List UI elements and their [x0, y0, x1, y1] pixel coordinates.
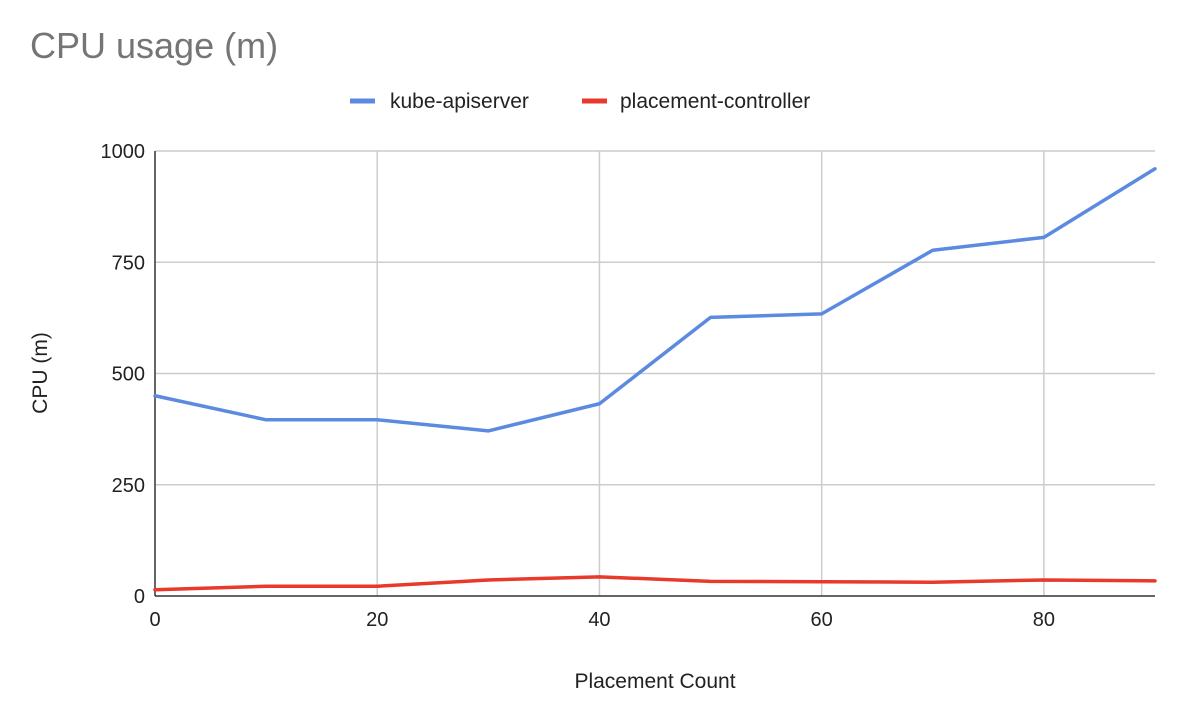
y-tick-label: 1000 — [101, 141, 146, 163]
y-axis-ticks: 0 250 500 750 1000 — [101, 141, 146, 608]
x-tick-label: 60 — [811, 609, 833, 631]
y-tick-label: 750 — [112, 252, 145, 274]
x-tick-label: 0 — [149, 609, 160, 631]
series-line-placement-controller — [153, 575, 1157, 592]
chart-title: CPU usage (m) — [30, 25, 278, 66]
y-tick-label: 0 — [134, 586, 145, 608]
y-tick-label: 250 — [112, 475, 145, 497]
legend-label-kube-apiserver: kube-apiserver — [390, 90, 529, 113]
gridlines — [154, 150, 1155, 597]
y-tick-label: 500 — [112, 364, 145, 386]
x-tick-label: 80 — [1033, 609, 1055, 631]
x-tick-label: 40 — [588, 609, 610, 631]
series-line-kube-apiserver — [153, 167, 1157, 433]
y-axis-title: CPU (m) — [29, 332, 52, 414]
x-tick-label: 20 — [366, 609, 388, 631]
series-lines — [153, 167, 1157, 592]
legend: kube-apiserver placement-controller — [350, 90, 810, 113]
x-axis-title: Placement Count — [574, 670, 735, 693]
x-axis-ticks: 0 20 40 60 80 — [149, 609, 1055, 631]
legend-label-placement-controller: placement-controller — [620, 90, 810, 113]
